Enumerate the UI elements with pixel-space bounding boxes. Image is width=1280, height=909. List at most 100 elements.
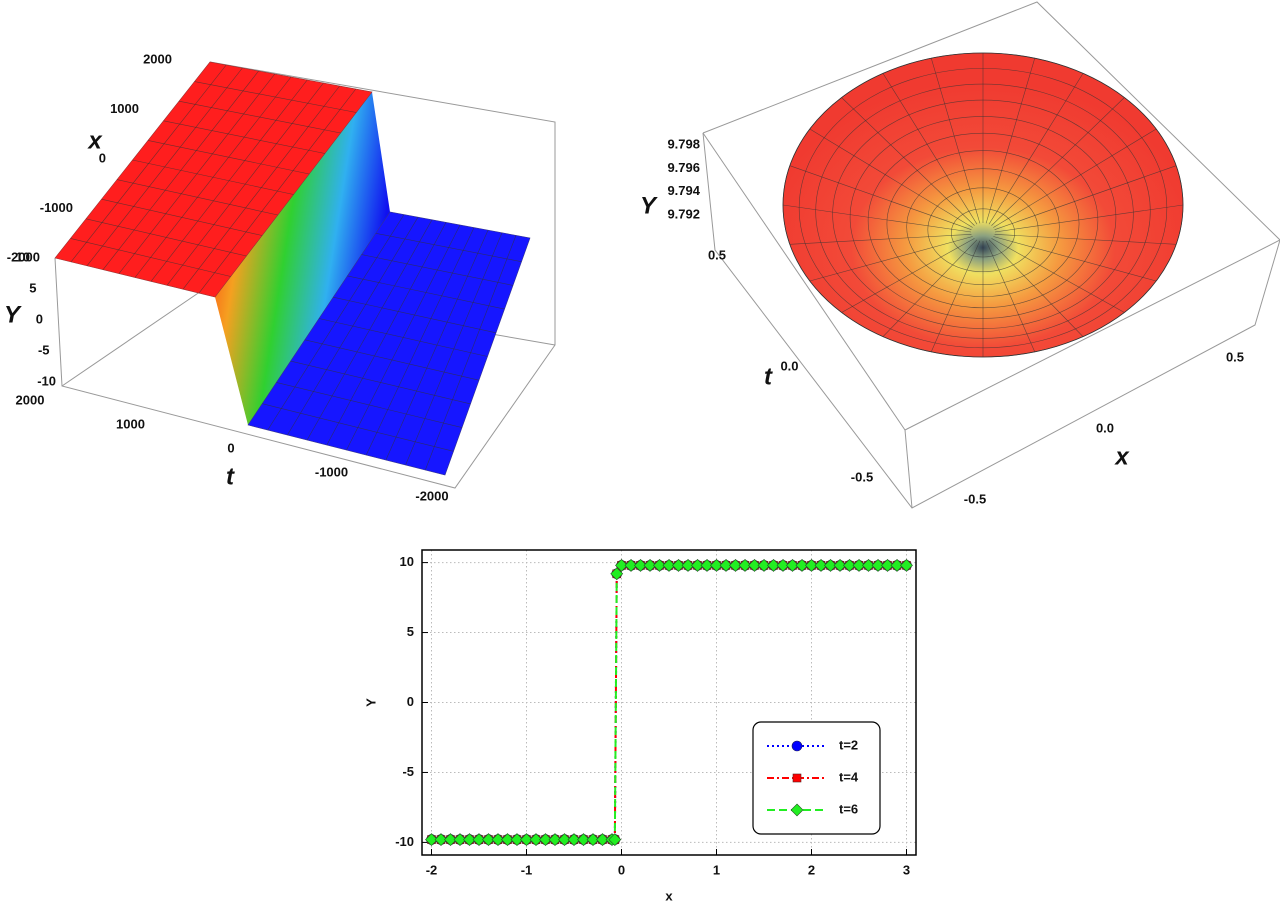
surface-mesh [70, 64, 522, 471]
t-tick-label: 0.5 [708, 247, 726, 262]
marker [491, 833, 505, 847]
mesh-line [182, 85, 340, 290]
marker [548, 833, 562, 847]
marker [710, 558, 723, 572]
legend-label: t=6 [839, 801, 858, 816]
t-tick-label: 0 [227, 440, 234, 455]
y-axis-title: Y [640, 192, 658, 219]
x-tick-label: 3 [903, 862, 910, 877]
plot-frame [421, 549, 917, 856]
t-tick-label: -1000 [315, 464, 348, 479]
marker [520, 833, 533, 847]
y-axis-title: Y [4, 301, 22, 328]
x-tick-label: 0 [618, 862, 625, 877]
marker [738, 558, 752, 572]
x-tick-label: -0.5 [964, 491, 986, 506]
mesh-spoke [782, 204, 972, 233]
marker [529, 833, 543, 847]
marker [596, 833, 609, 847]
marker [634, 558, 647, 572]
marker [662, 558, 676, 572]
marker [719, 558, 733, 572]
marker [843, 558, 856, 572]
x-tick-label: 2000 [143, 51, 172, 66]
surface-upper [54, 61, 373, 298]
mesh-spoke [994, 165, 1177, 230]
t-tick-label: 0.0 [780, 358, 798, 373]
mesh-line [347, 275, 505, 310]
y-tick-label: 9.796 [667, 160, 700, 175]
marker [510, 833, 524, 847]
mesh-line [375, 233, 522, 262]
marker [795, 558, 809, 572]
legend-marker [791, 740, 803, 752]
x-tick-label: 0.0 [1096, 420, 1114, 435]
marker [567, 833, 581, 847]
mesh-line [147, 140, 310, 175]
x-tick-label: -1 [521, 862, 533, 877]
y-tick-label: 10 [16, 249, 30, 264]
marker [871, 558, 885, 572]
mesh-spoke [809, 236, 973, 282]
marker [586, 833, 600, 847]
marker [444, 833, 457, 847]
mesh-line [163, 120, 325, 154]
y-tick-label: 9.792 [667, 206, 700, 221]
surface-plot-1 [54, 61, 556, 489]
marker [881, 558, 894, 572]
mesh-spoke [988, 239, 1084, 337]
mesh-line [361, 254, 514, 286]
t-tick-label: -2000 [415, 488, 448, 503]
y-tick-label: 0 [407, 694, 414, 709]
y-axis-title: Y [363, 698, 378, 707]
t-tick-label: 2000 [16, 392, 45, 407]
bounding-box [904, 429, 913, 509]
marker [700, 558, 714, 572]
legend-label: t=4 [839, 769, 859, 784]
x-tick-label: -2 [426, 862, 438, 877]
y-tick-label: 5 [407, 624, 414, 639]
legend-marker [792, 773, 802, 783]
mesh-spoke [789, 165, 972, 230]
marker [748, 558, 761, 572]
marker [472, 833, 486, 847]
marker [729, 558, 742, 572]
mesh-spoke [993, 236, 1157, 282]
bounding-box [61, 284, 211, 387]
mesh-spoke [993, 128, 1157, 228]
x-axis-title: x [665, 888, 673, 903]
plots: -2000-1000010002000x-10-50510Y-2000-1000… [4, 51, 1244, 903]
marker [558, 833, 571, 847]
marker [691, 558, 704, 572]
marker [814, 558, 828, 572]
marker [453, 833, 467, 847]
mesh-line [385, 230, 489, 461]
y-tick-label: -10 [37, 373, 56, 388]
marker [862, 558, 875, 572]
mesh-spoke [809, 128, 973, 228]
mesh-spoke [789, 234, 972, 245]
x-tick-label: -2000 [7, 249, 40, 264]
marker [900, 558, 913, 572]
x-tick-label: 0 [99, 150, 106, 165]
mesh-line [178, 100, 341, 134]
x-tick-label: -1000 [40, 200, 73, 215]
bounding-box [54, 61, 556, 489]
t-tick-label: -0.5 [851, 469, 873, 484]
marker [852, 558, 866, 572]
marker [824, 558, 837, 572]
marker [577, 833, 590, 847]
x-tick-label: 1 [713, 862, 720, 877]
mesh-line [194, 81, 357, 113]
x-tick-label: 2 [808, 862, 815, 877]
bounding-box [702, 132, 906, 431]
mesh-spoke [991, 97, 1125, 226]
t-tick-label: 1000 [116, 416, 145, 431]
mesh-line [405, 232, 503, 466]
bounding-box [702, 1, 1280, 509]
surface-lower [247, 211, 531, 476]
mesh-line [346, 224, 461, 451]
mesh-spoke [991, 238, 1125, 313]
y-tick-label: -5 [402, 764, 414, 779]
